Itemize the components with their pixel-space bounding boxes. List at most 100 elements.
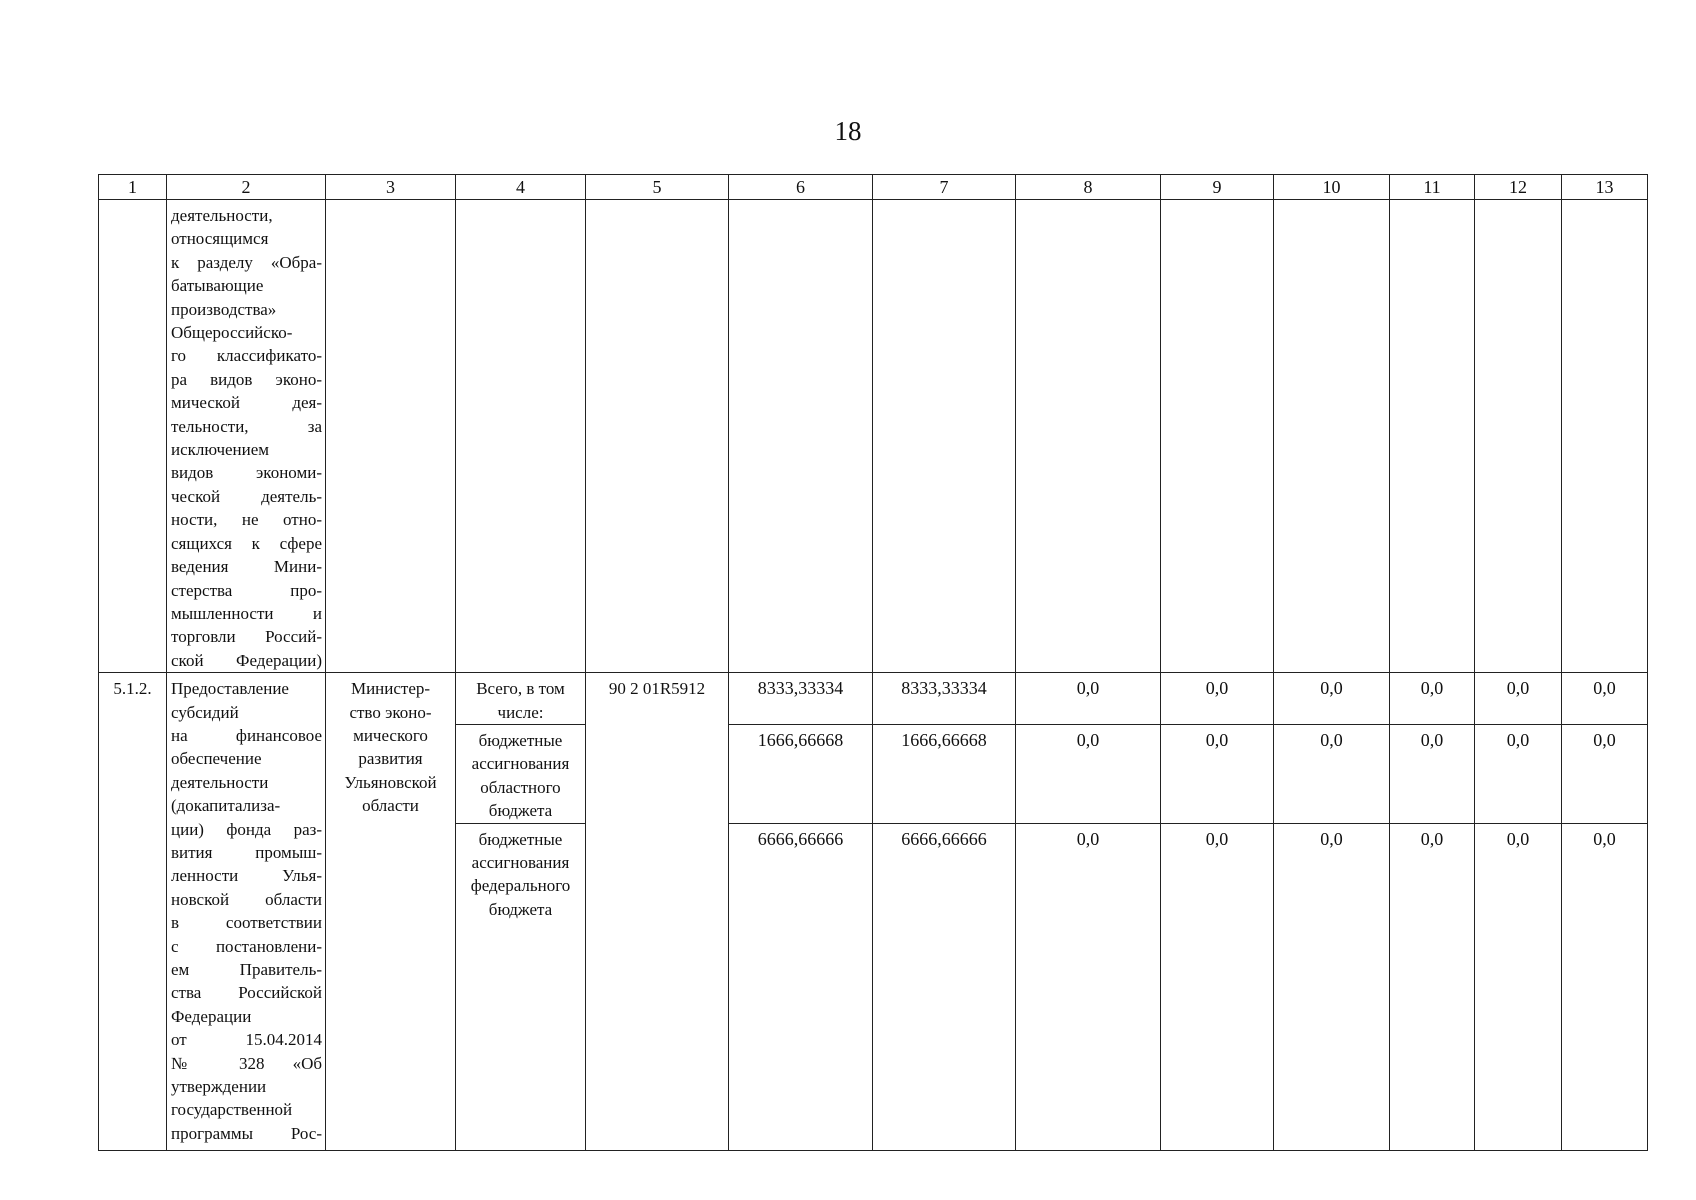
header-cell: 3 xyxy=(325,174,456,200)
cell-number xyxy=(98,198,167,674)
cell-description: Предоставление субсидий на финансовое обесп… xyxy=(166,672,326,1151)
text-line: торговли Россий- xyxy=(171,627,322,647)
text-line: от 15.04.2014 xyxy=(171,1030,322,1050)
text-line: Ульяновской xyxy=(344,772,437,792)
value-cell: 0,0 xyxy=(1160,672,1274,725)
text-line: деятельности xyxy=(171,772,269,792)
value-cell: 0,0 xyxy=(1474,672,1562,725)
value-cell: 1666,66668 xyxy=(872,723,1016,824)
text-line: ленности Улья- xyxy=(171,866,322,886)
value-cell: 0,0 xyxy=(1273,822,1390,1151)
text-line: областного xyxy=(480,777,561,797)
text-line: го классификато- xyxy=(171,346,322,366)
table-row-5-1-2: 5.1.2. Предоставление субсидий на финансов… xyxy=(98,672,1648,1151)
text-line: Федерации xyxy=(171,1006,252,1026)
header-cell: 8 xyxy=(1015,174,1161,200)
value-cell: 0,0 xyxy=(1273,672,1390,725)
text-line: ведения Мини- xyxy=(171,557,322,577)
value-cell: 0,0 xyxy=(1160,723,1274,824)
text-line: программы Рос- xyxy=(171,1123,322,1143)
table-subrow: бюджетные ассигнования федерального бюджета… xyxy=(99,822,1648,1151)
text-line: бюджета xyxy=(488,899,553,919)
text-line: Предоставление xyxy=(171,679,289,699)
value-cell: 0,0 xyxy=(1389,672,1475,725)
cell-number: 5.1.2. xyxy=(98,672,167,1151)
text-line: развития xyxy=(358,749,423,769)
text-line: к разделу «Обра- xyxy=(171,252,322,272)
header-cell: 2 xyxy=(166,174,326,200)
header-cell: 1 xyxy=(98,174,167,200)
text-line: стерства про- xyxy=(171,580,322,600)
header-cell: 7 xyxy=(872,174,1016,200)
value-cell: 0,0 xyxy=(1015,723,1161,824)
header-cell: 5 xyxy=(585,174,729,200)
text-line: № 328 «Об xyxy=(171,1053,322,1073)
value-cell: 1666,66668 xyxy=(728,723,873,824)
text-line: ра видов эконо- xyxy=(171,369,322,389)
text-line: Министер- xyxy=(350,679,431,699)
table-subrow: бюджетные ассигнования областного бюджета 1… xyxy=(99,723,1648,824)
text-line: батывающие xyxy=(171,276,264,296)
header-cell: 10 xyxy=(1273,174,1390,200)
cell-executor: Министер-ство эконо-мического развития Уль… xyxy=(325,672,456,1151)
value-cell: 6666,66666 xyxy=(872,822,1016,1151)
text-line: Всего, в том xyxy=(476,679,565,699)
value-cell: 8333,33334 xyxy=(728,672,873,725)
text-line: числе: xyxy=(497,702,544,722)
header-cell: 11 xyxy=(1389,174,1475,200)
text-line: федерального xyxy=(470,876,571,896)
text-line: сящихся к сфере xyxy=(171,533,322,553)
value-cell: 0,0 xyxy=(1389,822,1475,1151)
text-line: с постановлени- xyxy=(171,936,322,956)
text-line: ской Федерации) xyxy=(171,650,322,670)
header-cell: 4 xyxy=(455,174,586,200)
page-number: 18 xyxy=(834,116,862,146)
text-line: на финансовое xyxy=(171,725,322,745)
cell-funding-source: бюджетные ассигнования областного бюджета xyxy=(455,723,586,824)
budget-table: 1 2 3 4 5 6 7 8 9 10 11 12 13 деятельности, относящим… xyxy=(98,174,1648,1151)
cell-description: деятельности, относящимся к разделу «Обра-… xyxy=(166,198,326,674)
value-cell: 0,0 xyxy=(1474,822,1562,1151)
value-cell: 0,0 xyxy=(1015,672,1161,725)
value-cell: 0,0 xyxy=(1160,822,1274,1151)
text-line: обеспечение xyxy=(171,749,262,769)
header-cell: 13 xyxy=(1561,174,1648,200)
text-line: мического xyxy=(353,725,428,745)
value-cell: 0,0 xyxy=(1273,723,1390,824)
text-line: бюджетные xyxy=(478,730,563,750)
header-cell: 12 xyxy=(1474,174,1562,200)
text-line: в соответствии xyxy=(171,913,322,933)
value-cell: 0,0 xyxy=(1015,822,1161,1151)
text-line: относящимся xyxy=(171,229,269,249)
value-cell: 8333,33334 xyxy=(872,672,1016,725)
text-line: государственной xyxy=(171,1100,293,1120)
text-line: производства» xyxy=(171,299,277,319)
text-line: субсидий xyxy=(171,702,239,722)
text-line: ство эконо- xyxy=(349,702,432,722)
text-line: ческой деятель- xyxy=(171,486,322,506)
table-row-continued: деятельности, относящимся к разделу «Обра-… xyxy=(98,198,1648,674)
value-cell: 0,0 xyxy=(1561,723,1648,824)
text-line: области xyxy=(362,796,419,816)
text-line: ства Российской xyxy=(171,983,322,1003)
text-line: мической дея- xyxy=(171,393,322,413)
text-line: мышленности и xyxy=(171,603,322,623)
text-line: ассигнования xyxy=(471,754,570,774)
text-line: видов экономи- xyxy=(171,463,322,483)
text-line: ем Правитель- xyxy=(171,960,322,979)
value-cell: 0,0 xyxy=(1561,822,1648,1151)
value-cell: 0,0 xyxy=(1474,723,1562,824)
text-line: бюджета xyxy=(488,801,553,821)
text-line: утверждении xyxy=(171,1077,267,1097)
value-cell: 0,0 xyxy=(1561,672,1648,725)
text-line: тельности, за xyxy=(171,416,322,436)
header-cell: 9 xyxy=(1160,174,1274,200)
value-cell: 0,0 xyxy=(1389,723,1475,824)
text-line: (докапитализа- xyxy=(171,796,281,816)
cell-code: 90 2 01R5912 xyxy=(585,672,729,1151)
text-line: ции) фонда раз- xyxy=(171,819,322,839)
text-line: исключением xyxy=(171,440,270,460)
text-line: вития промыш- xyxy=(171,842,322,862)
text-line: ассигнования xyxy=(471,852,570,872)
header-cell: 6 xyxy=(728,174,873,200)
